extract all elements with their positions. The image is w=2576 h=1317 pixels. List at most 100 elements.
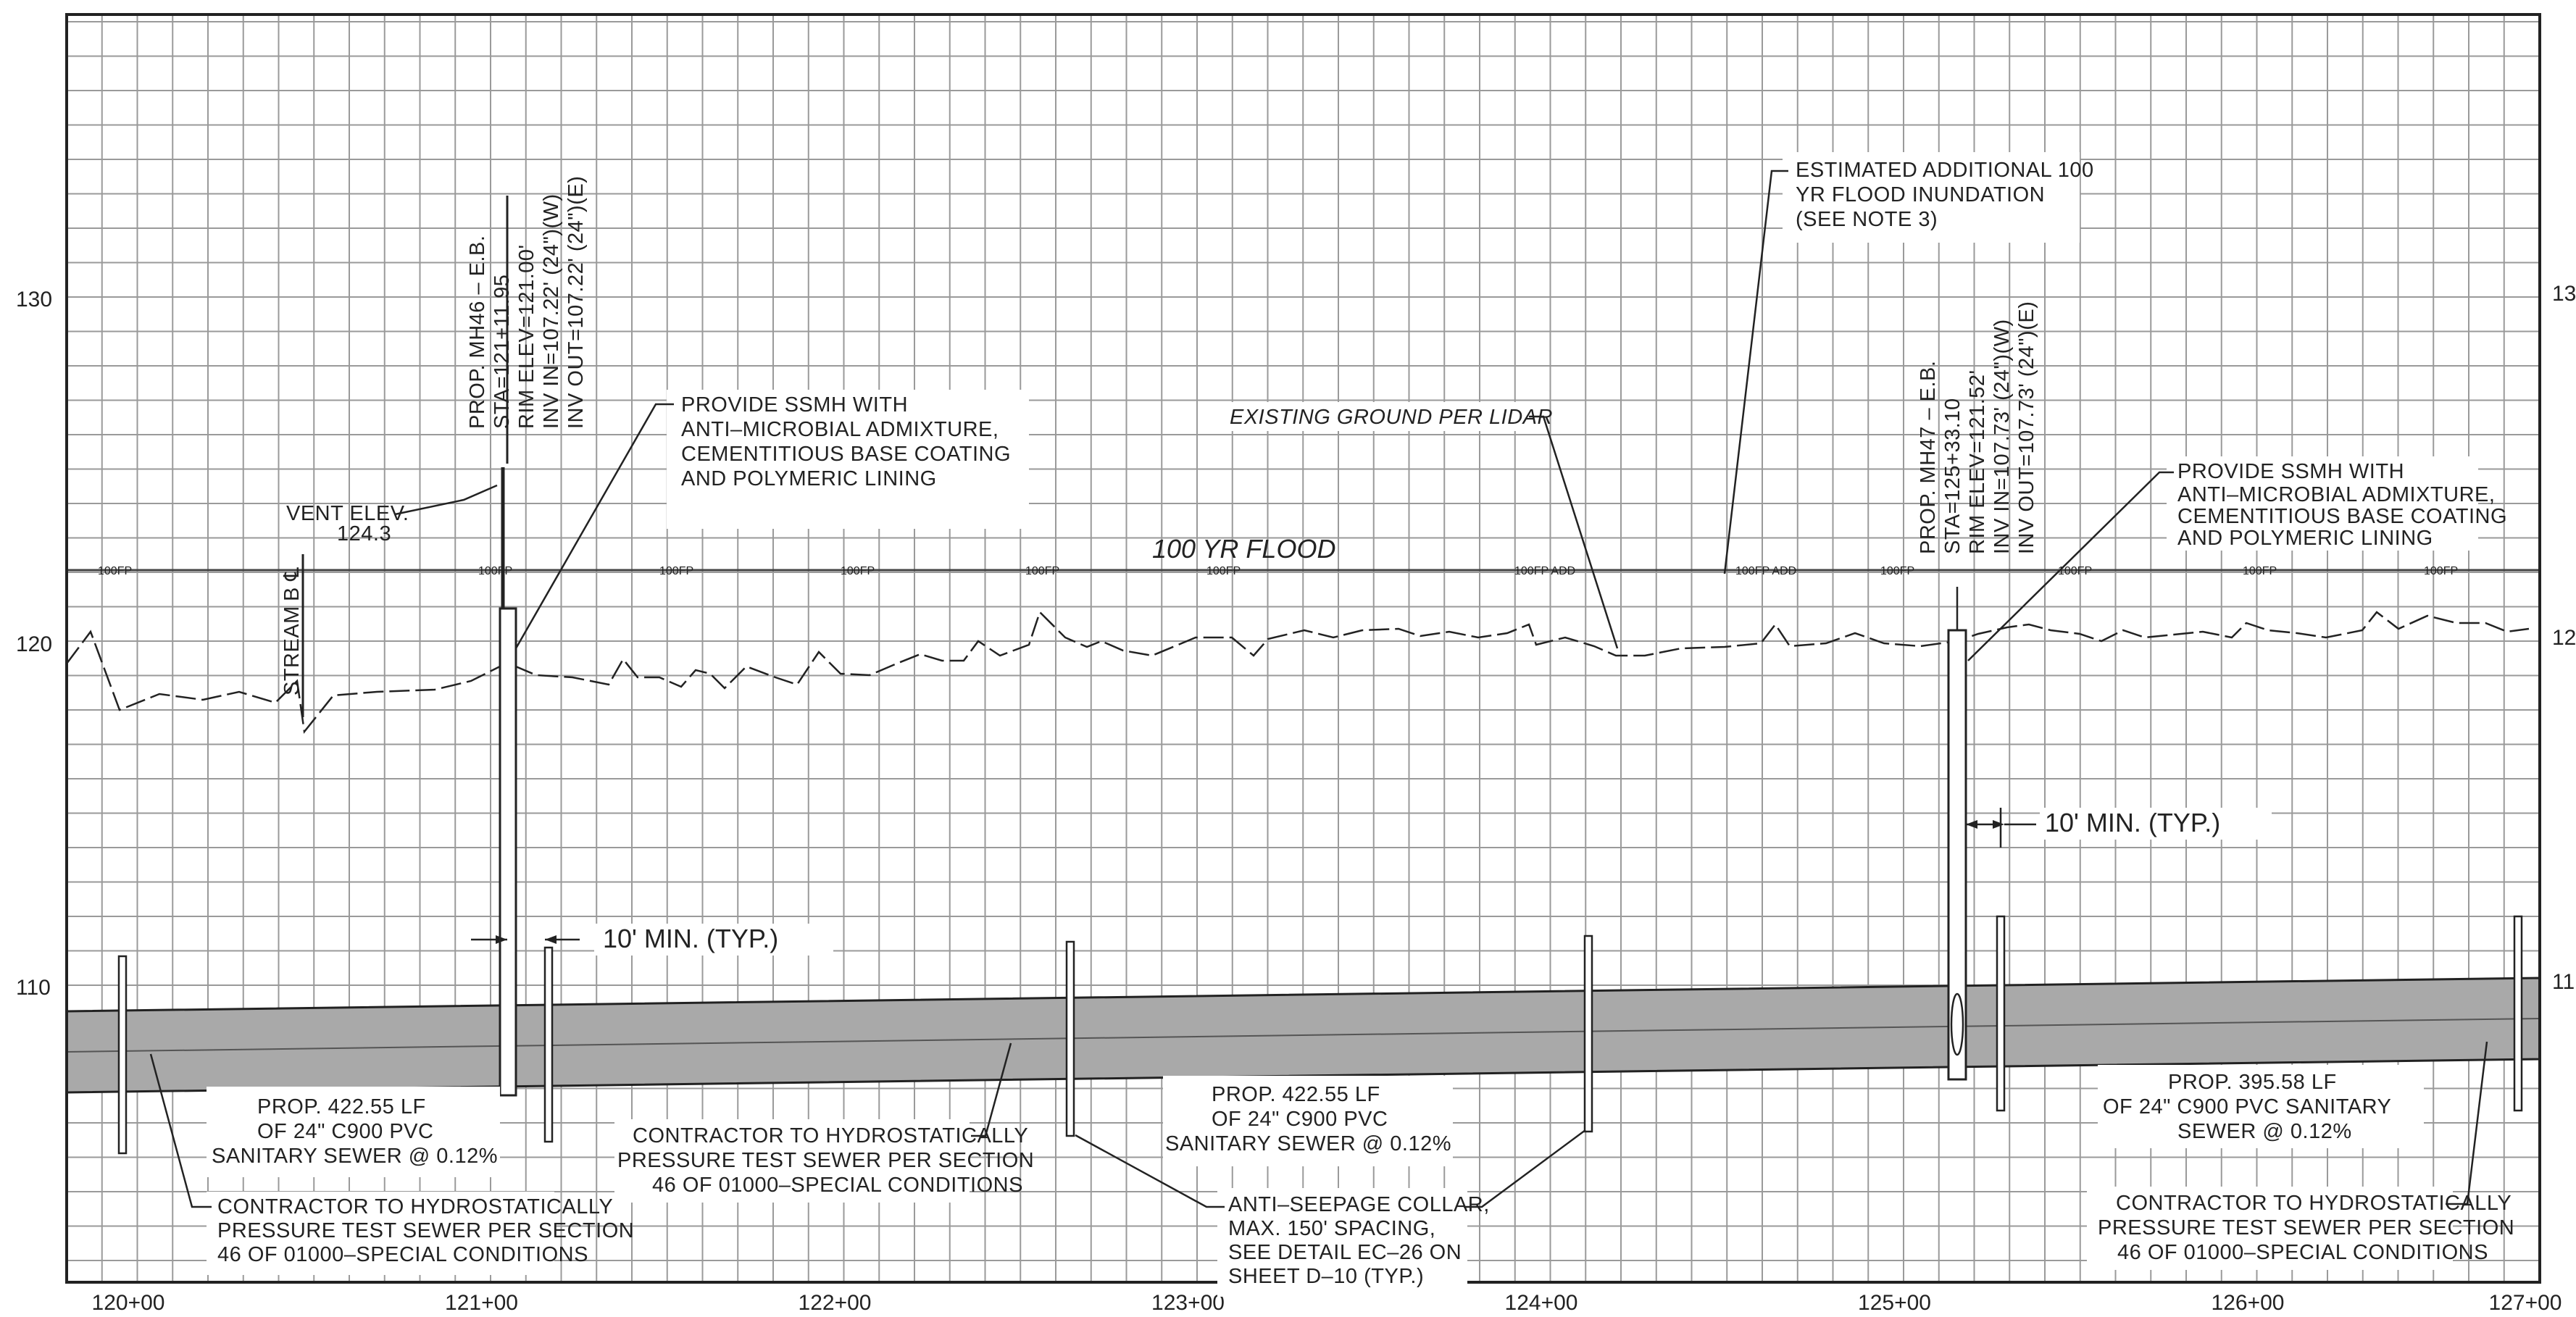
mh47-callout: PROP. MH47 – E.B. STA=125+33.10 RIM ELEV…: [1917, 301, 2038, 554]
ssmh-note-2: PROVIDE SSMH WITH ANTI–MICROBIAL ADMIXTU…: [1967, 456, 2507, 661]
elev-label-right-120: 12: [2552, 626, 2576, 650]
ssmh-note-2-leader: [1967, 471, 2174, 661]
collar-line-3: SEE DETAIL EC–26 ON: [1228, 1241, 1462, 1264]
flood-note-leader: [1723, 170, 1788, 574]
pipe-label-1: PROP. 422.55 LF OF 24" C900 PVC SANITARY…: [207, 1087, 500, 1177]
pipe-label-2: PROP. 422.55 LF OF 24" C900 PVC SANITARY…: [1163, 1076, 1453, 1166]
ssmh-note-1-line-2: ANTI–MICROBIAL ADMIXTURE,: [681, 418, 999, 441]
flood-note-line-3: (SEE NOTE 3): [1796, 208, 1938, 231]
ssmh-note-2-line-1: PROVIDE SSMH WITH: [2177, 460, 2404, 483]
station-labels: 120+00 121+00 122+00 123+00 124+00 125+00 126+…: [92, 1291, 2562, 1315]
flood-marker-label: 100FP: [2058, 565, 2092, 577]
flood-marker-label: 100FP: [1025, 565, 1059, 577]
pipe-3-line-3: SEWER @ 0.12%: [2177, 1120, 2352, 1143]
station-label: 120+00: [92, 1291, 165, 1315]
vent-elev-label: VENT ELEV.: [286, 502, 409, 525]
pipe-centerline: [66, 1018, 2540, 1053]
flood-marker-label: 100FP: [478, 565, 512, 577]
flood-inundation-note: ESTIMATED ADDITIONAL 100 YR FLOOD INUNDA…: [1723, 152, 2094, 574]
hydro-3-leader: [2446, 1041, 2488, 1205]
ssmh-note-2-line-4: AND POLYMERIC LINING: [2177, 527, 2433, 550]
hydro-3-line-3: 46 OF 01000–SPECIAL CONDITIONS: [2117, 1241, 2488, 1264]
min-spacing-dim-2: 10' MIN. (TYP.): [1966, 808, 2272, 848]
hydro-2-line-1: CONTRACTOR TO HYDROSTATICALLY: [633, 1124, 1028, 1147]
station-label: 123+00: [1151, 1291, 1225, 1315]
collar-leader-right: [1464, 1129, 1586, 1208]
flood-marker-label: 100FP ADD: [1514, 565, 1575, 577]
flood-marker-label: 100FP: [1206, 565, 1241, 577]
elev-label-right-130: 13: [2552, 282, 2576, 306]
station-label: 126+00: [2212, 1291, 2285, 1315]
hydro-3-line-1: CONTRACTOR TO HYDROSTATICALLY: [2116, 1192, 2512, 1215]
pipe-1-line-1: PROP. 422.55 LF: [257, 1095, 426, 1119]
flood-marker-label: 100FP: [659, 565, 693, 577]
ssmh-note-1-leader: [514, 403, 674, 649]
elev-label-110: 110: [16, 976, 51, 1000]
ssmh-note-1-line-3: CEMENTITIOUS BASE COATING: [681, 443, 1011, 466]
flood-marker-label: 100FP: [2243, 565, 2277, 577]
flood-markers: 100FP 100FP 100FP 100FP 100FP 100FP 100FP ADD 1…: [98, 565, 2458, 577]
collar-line-2: MAX. 150' SPACING,: [1228, 1217, 1435, 1240]
mh47-line-5: INV OUT=107.73' (24")(E): [2015, 301, 2038, 554]
flood-marker-label: 100FP: [1880, 565, 1914, 577]
pipe-3-line-1: PROP. 395.58 LF: [2168, 1071, 2337, 1094]
stream-label: STREAM: [280, 606, 304, 695]
mh46-line-2: STA=121+11.95: [491, 275, 514, 429]
existing-ground-label: EXISTING GROUND PER LIDAR: [1230, 406, 1553, 429]
existing-ground-leader: [1529, 415, 1619, 649]
flood-label: 100 YR FLOOD: [1152, 534, 1335, 564]
hydro-2-leader: [971, 1042, 1012, 1137]
hydro-note-3: CONTRACTOR TO HYDROSTATICALLY PRESSURE T…: [2087, 1041, 2514, 1270]
collar-leader-left: [1075, 1134, 1225, 1208]
seepage-collar-124: [1583, 935, 1593, 1133]
seepage-collar-123: [1065, 940, 1075, 1137]
elev-label-130: 130: [16, 288, 52, 312]
station-label: 127+00: [2489, 1291, 2562, 1315]
pipe-2-line-2: OF 24" C900 PVC: [1212, 1108, 1388, 1131]
min-spacing-label-1: 10' MIN. (TYP.): [603, 924, 778, 953]
pipe-3-line-2: OF 24" C900 PVC SANITARY: [2103, 1095, 2391, 1119]
mh47-pipe-opening: [1950, 992, 1964, 1056]
hydro-note-2: CONTRACTOR TO HYDROSTATICALLY PRESSURE T…: [614, 1042, 1034, 1203]
elev-label-right-110: 11: [2552, 970, 2575, 994]
seepage-collar-mh47-east: [1996, 915, 2006, 1112]
pipe-2-line-1: PROP. 422.55 LF: [1212, 1083, 1380, 1106]
hydro-2-line-3: 46 OF 01000–SPECIAL CONDITIONS: [652, 1174, 1023, 1197]
hydro-note-1: CONTRACTOR TO HYDROSTATICALLY PRESSURE T…: [149, 1053, 634, 1275]
station-label: 122+00: [799, 1291, 872, 1315]
mh46-line-4: INV IN=107.22' (24")(W): [540, 193, 563, 429]
hydro-2-line-2: PRESSURE TEST SEWER PER SECTION: [617, 1149, 1034, 1172]
mh46-line-5: INV OUT=107.22' (24")(E): [564, 176, 588, 429]
hydro-1-line-1: CONTRACTOR TO HYDROSTATICALLY: [217, 1195, 613, 1218]
flood-note-line-1: ESTIMATED ADDITIONAL 100: [1796, 159, 2094, 182]
collar-line-4: SHEET D–10 (TYP.): [1228, 1265, 1424, 1288]
ssmh-note-1-line-1: PROVIDE SSMH WITH: [681, 393, 908, 417]
pipe-1-line-3: SANITARY SEWER @ 0.12%: [212, 1145, 498, 1168]
mh46-line-1: PROP. MH46 – E.B.: [466, 235, 489, 429]
seepage-collar-mh46-east: [543, 946, 554, 1143]
ssmh-note-2-line-3: CEMENTITIOUS BASE COATING: [2177, 505, 2507, 528]
min-spacing-label-2: 10' MIN. (TYP.): [2045, 808, 2220, 837]
flood-note-line-2: YR FLOOD INUNDATION: [1796, 183, 2045, 206]
mh47-line-1: PROP. MH47 – E.B.: [1917, 361, 1940, 554]
flood-marker-label: 100FP ADD: [1735, 565, 1796, 577]
station-label: 124+00: [1505, 1291, 1578, 1315]
vent-elev-value: 124.3: [337, 522, 391, 545]
seepage-collar-127: [2513, 915, 2523, 1112]
ssmh-note-1-line-4: AND POLYMERIC LINING: [681, 467, 937, 490]
station-label: 125+00: [1858, 1291, 1931, 1315]
stream-symbol: B ℄: [280, 566, 304, 601]
collar-line-1: ANTI–SEEPAGE COLLAR,: [1228, 1193, 1490, 1216]
collar-note: ANTI–SEEPAGE COLLAR, MAX. 150' SPACING, …: [1075, 1129, 1586, 1297]
existing-ground-callout: EXISTING GROUND PER LIDAR: [1221, 402, 1619, 649]
station-label: 121+00: [445, 1291, 518, 1315]
ssmh-note-2-line-2: ANTI–MICROBIAL ADMIXTURE,: [2177, 483, 2495, 506]
mh47-line-3: RIM ELEV=121.52': [1966, 369, 1989, 554]
mh46-callout: PROP. MH46 – E.B. STA=121+11.95 RIM ELEV…: [466, 176, 588, 429]
pipe-label-3: PROP. 395.58 LF OF 24" C900 PVC SANITARY…: [2098, 1065, 2424, 1148]
hydro-1-line-3: 46 OF 01000–SPECIAL CONDITIONS: [217, 1243, 588, 1266]
pipe-1-line-2: OF 24" C900 PVC: [257, 1120, 433, 1143]
mh47-line-4: INV IN=107.73' (24")(W): [1991, 319, 2014, 554]
mh47-line-2: STA=125+33.10: [1941, 398, 1964, 554]
